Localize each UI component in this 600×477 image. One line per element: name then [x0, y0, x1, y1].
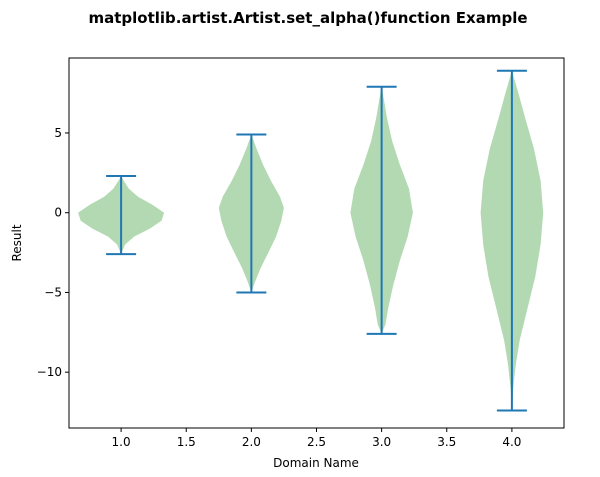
plot-area: [78, 69, 544, 412]
x-tick-label: 2.0: [242, 435, 261, 449]
x-tick-label: 3.5: [437, 435, 456, 449]
y-tick-label: −10: [37, 365, 62, 379]
y-axis-label: Result: [10, 224, 24, 261]
x-tick-label: 2.5: [307, 435, 326, 449]
x-tick-label: 1.5: [177, 435, 196, 449]
x-tick-label: 3.0: [372, 435, 391, 449]
x-tick-label: 4.0: [502, 435, 521, 449]
y-tick-label: 5: [54, 126, 62, 140]
y-axis: −10 −5 0 5: [37, 126, 69, 379]
chart-title: matplotlib.artist.Artist.set_alpha()func…: [88, 9, 527, 27]
y-tick-label: 0: [54, 206, 62, 220]
x-axis: 1.0 1.5 2.0 2.5 3.0 3.5 4.0: [112, 428, 521, 449]
x-axis-label: Domain Name: [273, 456, 359, 470]
y-tick-label: −5: [44, 285, 62, 299]
x-tick-label: 1.0: [112, 435, 131, 449]
